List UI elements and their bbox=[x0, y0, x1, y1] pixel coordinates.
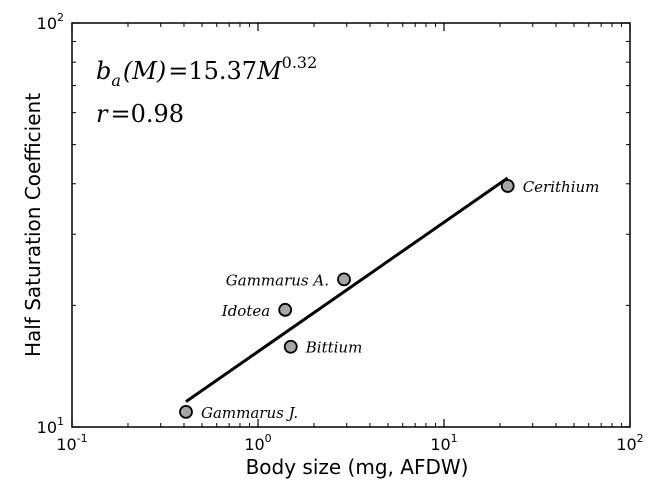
equation-annotation: ba(M)=15.37M0.32 bbox=[96, 53, 317, 90]
fit-line bbox=[185, 176, 509, 403]
plot-frame bbox=[71, 22, 631, 428]
equation-argument: (M) bbox=[123, 57, 166, 85]
data-point bbox=[337, 272, 351, 287]
y-tick-labels: 101 102 bbox=[37, 11, 64, 437]
equation-subscript: a bbox=[111, 71, 121, 90]
major-ticks bbox=[71, 22, 631, 428]
point-label: Gammarus J. bbox=[201, 404, 298, 422]
data-point bbox=[179, 404, 193, 419]
y-tick-label: 102 bbox=[37, 11, 64, 33]
x-tick-label: 101 bbox=[430, 432, 457, 454]
data-point bbox=[283, 339, 298, 354]
point-label: Bittium bbox=[305, 339, 363, 357]
r-annotation: r =0.98 bbox=[96, 100, 184, 128]
y-tick-label: 101 bbox=[37, 415, 64, 437]
r-value: 0.98 bbox=[131, 100, 184, 128]
data-points bbox=[179, 179, 515, 419]
point-label: Gammarus A. bbox=[226, 271, 329, 289]
data-point bbox=[500, 179, 515, 193]
equation-equals: = bbox=[168, 57, 188, 85]
x-tick-labels: 10-1 100 101 102 bbox=[56, 432, 643, 454]
y-axis-label: Half Saturation Coefficient bbox=[21, 93, 45, 357]
x-axis-label: Body size (mg, AFDW) bbox=[246, 455, 469, 479]
r-equals: = bbox=[110, 100, 130, 128]
equation-lhs: b bbox=[96, 57, 111, 85]
equation-exponent: 0.32 bbox=[282, 53, 318, 72]
point-label: Cerithium bbox=[523, 178, 600, 196]
point-label: Idotea bbox=[221, 302, 270, 320]
point-labels: Gammarus J. Bittium Idotea Gammarus A. Cerit… bbox=[201, 178, 599, 422]
x-tick-label: 10-1 bbox=[56, 432, 87, 454]
x-tick-label: 100 bbox=[244, 432, 271, 454]
equation-variable: M bbox=[256, 57, 283, 85]
data-point bbox=[278, 302, 293, 317]
x-tick-label: 102 bbox=[616, 432, 643, 454]
minor-ticks bbox=[72, 23, 630, 427]
r-label: r bbox=[96, 100, 109, 128]
equation-coefficient: 15.37 bbox=[188, 57, 257, 85]
